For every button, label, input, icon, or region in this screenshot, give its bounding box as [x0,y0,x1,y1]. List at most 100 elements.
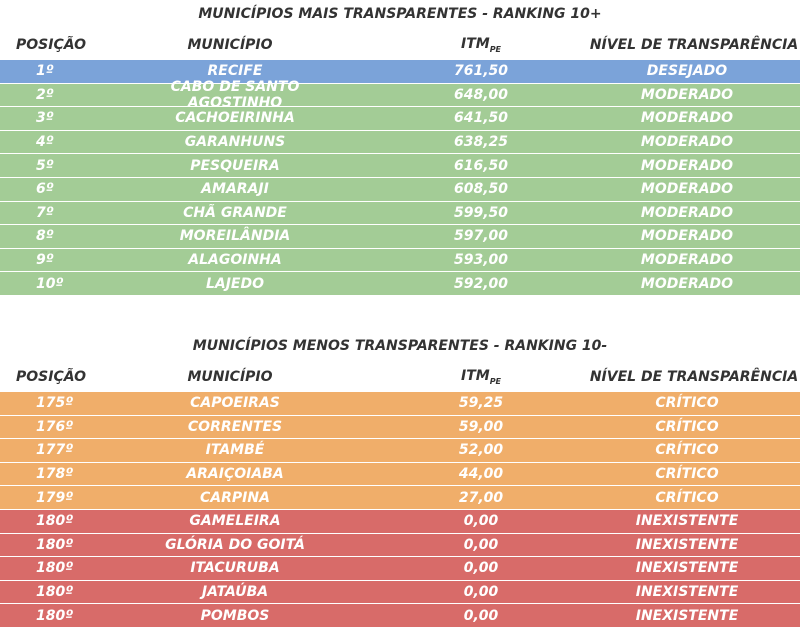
table-row: 9º ALAGOINHA 593,00 MODERADO [0,248,800,273]
itm-cell: 761,50 [453,63,509,80]
level-cell: INEXISTENTE [635,607,739,624]
position-cell: 6º [36,181,54,198]
position-cell: 3º [36,110,54,127]
table-row: 6º AMARAJI 608,50 MODERADO [0,177,800,202]
table-row: 3º CACHOEIRINHA 641,50 MODERADO [0,107,800,131]
table-row: 7º CHÃ GRANDE 599,50 MODERADO [0,201,800,226]
municipality-cell: GAMELEIRA [189,513,281,530]
table-row: 180º POMBOS 0,00 INEXISTENTE [0,604,800,628]
level-cell: INEXISTENTE [635,584,739,601]
table-row: 176º CORRENTES 59,00 CRÍTICO [0,415,800,440]
municipality-cell: CHÃ GRANDE [183,204,287,221]
municipality-cell: ITAMBÉ [205,442,265,459]
itm-cell: 27,00 [458,489,504,506]
itm-cell: 616,50 [453,157,509,174]
municipality-cell: AMARAJI [201,181,269,198]
level-cell: MODERADO [640,275,734,292]
position-cell: 10º [36,275,64,292]
position-cell: 175º [36,395,74,412]
level-cell: MODERADO [640,86,734,103]
municipality-cell: GARANHUNS [184,134,286,151]
position-cell: 9º [36,252,54,269]
municipality-cell: PESQUEIRA [190,157,280,174]
itm-cell: 0,00 [463,536,499,553]
header-position: POSIÇÃO [16,369,87,385]
bottom-rows: 175º CAPOEIRAS 59,25 CRÍTICO 176º CORRENTES 59… [0,392,800,628]
municipality-cell: POMBOS [200,607,270,624]
position-cell: 180º [36,536,74,553]
header-municipality: MUNICÍPIO [187,369,273,385]
header-municipality: MUNICÍPIO [187,37,273,53]
position-cell: 178º [36,466,74,483]
position-cell: 180º [36,607,74,624]
itm-cell: 641,50 [453,110,509,127]
top-table-title: MUNICÍPIOS MAIS TRANSPARENTES - RANKING … [198,6,602,22]
table-row: 5º PESQUEIRA 616,50 MODERADO [0,154,800,178]
header-level: NÍVEL DE TRANSPARÊNCIA [589,37,799,53]
municipality-cell: ARAIÇOIABA [186,466,284,483]
itm-cell: 44,00 [458,466,504,483]
table-row: 175º CAPOEIRAS 59,25 CRÍTICO [0,392,800,416]
table-row: 180º GAMELEIRA 0,00 INEXISTENTE [0,509,800,534]
position-cell: 4º [36,134,54,151]
municipality-cell: JATAÚBA [201,584,269,601]
itm-cell: 0,00 [463,584,499,601]
table-row: 180º ITACURUBA 0,00 INEXISTENTE [0,557,800,581]
municipality-cell: CAPOEIRAS [190,395,280,412]
itm-cell: 59,25 [458,395,504,412]
level-cell: MODERADO [640,134,734,151]
position-cell: 8º [36,228,54,245]
level-cell: MODERADO [640,181,734,198]
position-cell: 5º [36,157,54,174]
table-row: 177º ITAMBÉ 52,00 CRÍTICO [0,439,800,463]
itm-cell: 638,25 [453,134,509,151]
level-cell: CRÍTICO [655,442,719,459]
municipality-cell: CACHOEIRINHA [175,110,295,127]
bottom-table-title: MUNICÍPIOS MENOS TRANSPARENTES - RANKING… [192,338,608,354]
top-rows: 1º RECIFE 761,50 DESEJADO 2º CABO DE SANTO AG… [0,60,800,296]
itm-cell: 608,50 [453,181,509,198]
itm-cell: 593,00 [453,252,509,269]
municipality-cell: MOREILÂNDIA [179,228,291,245]
table-row: 180º GLÓRIA DO GOITÁ 0,00 INEXISTENTE [0,533,800,558]
itm-cell: 592,00 [453,275,509,292]
position-cell: 179º [36,489,74,506]
itm-cell: 648,00 [453,86,509,103]
level-cell: INEXISTENTE [635,560,739,577]
header-itm: ITMPE [460,36,502,54]
position-cell: 180º [36,584,74,601]
level-cell: CRÍTICO [655,489,719,506]
itm-cell: 597,00 [453,228,509,245]
header-itm: ITMPE [460,368,502,386]
municipality-cell: CABO DE SANTO AGOSTINHO [170,78,300,111]
level-cell: CRÍTICO [655,418,719,435]
level-cell: MODERADO [640,252,734,269]
header-position: POSIÇÃO [16,37,87,53]
level-cell: INEXISTENTE [635,536,739,553]
level-cell: CRÍTICO [655,395,719,412]
position-cell: 176º [36,418,74,435]
position-cell: 2º [36,86,54,103]
municipality-cell: RECIFE [207,63,263,80]
municipality-cell: ITACURUBA [190,560,280,577]
table-row: 1º RECIFE 761,50 DESEJADO [0,60,800,84]
level-cell: MODERADO [640,157,734,174]
level-cell: CRÍTICO [655,466,719,483]
bottom-header-row: POSIÇÃO MUNICÍPIO ITMPE NÍVEL DE TRANSPA… [0,362,800,392]
level-cell: MODERADO [640,204,734,221]
bottom-ranking-table: MUNICÍPIOS MENOS TRANSPARENTES - RANKING… [0,332,800,628]
table-row: 178º ARAIÇOIABA 44,00 CRÍTICO [0,462,800,487]
itm-cell: 52,00 [458,442,504,459]
top-ranking-table: MUNICÍPIOS MAIS TRANSPARENTES - RANKING … [0,0,800,296]
itm-cell: 0,00 [463,513,499,530]
level-cell: MODERADO [640,228,734,245]
itm-cell: 0,00 [463,560,499,577]
table-row: 180º JATAÚBA 0,00 INEXISTENTE [0,580,800,605]
table-row: 179º CARPINA 27,00 CRÍTICO [0,486,800,510]
position-cell: 180º [36,560,74,577]
level-cell: MODERADO [640,110,734,127]
table-row: 10º LAJEDO 592,00 MODERADO [0,272,800,296]
table-row: 8º MOREILÂNDIA 597,00 MODERADO [0,225,800,249]
itm-cell: 0,00 [463,607,499,624]
municipality-cell: LAJEDO [205,275,265,292]
